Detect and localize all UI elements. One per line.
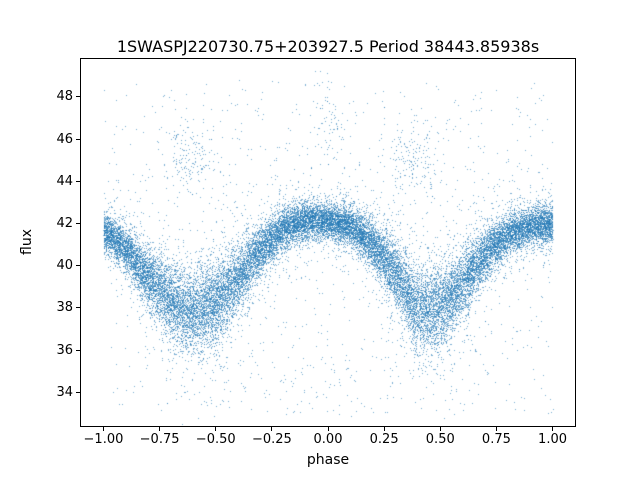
x-tick-label: 0.50: [425, 432, 455, 447]
x-tick-mark: [327, 427, 329, 431]
x-tick-label: −0.50: [195, 432, 236, 447]
x-tick-mark: [215, 427, 217, 431]
x-tick-label: −1.00: [83, 432, 124, 447]
y-axis-label: flux: [19, 229, 35, 255]
chart-title: 1SWASPJ220730.75+203927.5 Period 38443.8…: [116, 37, 540, 56]
y-tick-mark: [76, 223, 80, 225]
x-tick-mark: [552, 427, 554, 431]
x-tick-mark: [383, 427, 385, 431]
x-tick-label: 0.00: [313, 432, 343, 447]
y-tick-label: 48: [56, 89, 73, 105]
y-tick-label: 36: [56, 342, 73, 358]
y-tick-mark: [76, 265, 80, 267]
plot-area: [80, 58, 576, 427]
y-tick-mark: [76, 96, 80, 98]
x-tick-label: −0.75: [139, 432, 180, 447]
y-tick-mark: [76, 349, 80, 351]
x-tick-label: 0.25: [369, 432, 399, 447]
y-tick-mark: [76, 307, 80, 309]
y-tick-label: 40: [56, 258, 73, 274]
x-axis-label: phase: [306, 452, 350, 468]
x-tick-mark: [271, 427, 273, 431]
x-tick-label: 1.00: [538, 432, 568, 447]
y-tick-label: 44: [56, 173, 73, 189]
y-tick-label: 42: [56, 216, 73, 232]
x-tick-label: 0.75: [481, 432, 511, 447]
x-tick-mark: [495, 427, 497, 431]
y-tick-mark: [76, 180, 80, 182]
x-tick-mark: [102, 427, 104, 431]
y-tick-mark: [76, 138, 80, 140]
scatter-points-canvas: [81, 59, 575, 426]
y-tick-mark: [76, 391, 80, 393]
y-tick-label: 46: [56, 131, 73, 147]
y-tick-label: 34: [56, 384, 73, 400]
x-tick-label: −0.25: [251, 432, 292, 447]
x-tick-mark: [159, 427, 161, 431]
x-tick-mark: [439, 427, 441, 431]
y-tick-label: 38: [56, 300, 73, 316]
